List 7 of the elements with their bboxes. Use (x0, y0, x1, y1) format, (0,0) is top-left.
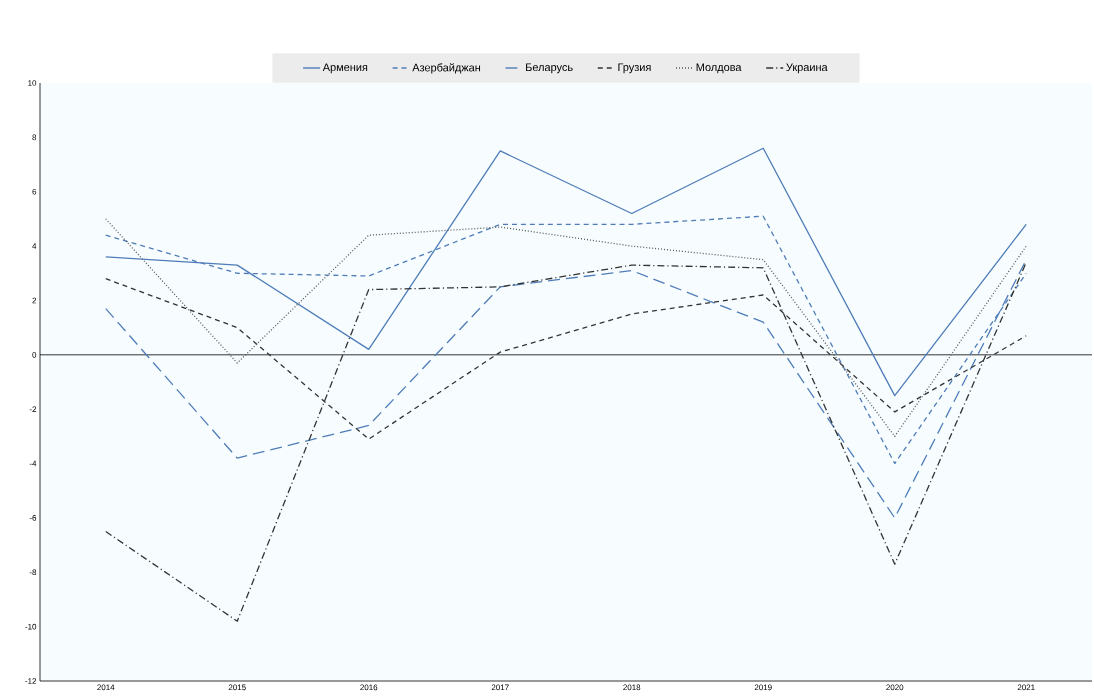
legend-label: Беларусь (526, 63, 573, 74)
legend-label: Украина (786, 63, 828, 74)
legend-label: Молдова (696, 63, 742, 74)
legend-label: Армения (322, 63, 368, 74)
line-series (105, 261, 1027, 622)
legend-label: Азербайджан (412, 63, 481, 74)
legend-label: Грузия (618, 63, 651, 74)
